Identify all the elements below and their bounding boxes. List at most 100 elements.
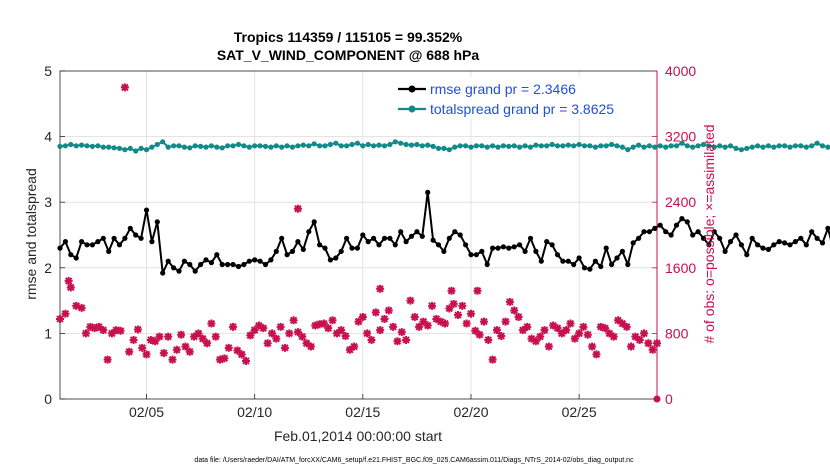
rmse-point-76	[468, 252, 474, 258]
rmse-point-98	[587, 266, 593, 272]
spread-point-6	[89, 143, 95, 149]
rmse-point-105	[625, 261, 631, 268]
rmse-point-123	[722, 248, 728, 254]
obs-marker-32	[198, 334, 207, 343]
rmse-point-21	[171, 265, 177, 271]
spread-point-53	[344, 143, 350, 149]
spread-point-96	[576, 141, 582, 148]
obs-marker-104	[510, 306, 519, 315]
obs-marker-20	[146, 335, 155, 344]
spread-point-61	[387, 141, 393, 148]
spread-point-126	[738, 147, 745, 153]
spread-point-40	[273, 143, 279, 149]
spread-point-100	[598, 143, 604, 149]
spread-point-92	[554, 143, 561, 149]
spread-point-93	[560, 143, 566, 149]
spread-point-38	[262, 143, 269, 149]
obs-marker-66	[345, 345, 354, 354]
spread-point-62	[392, 139, 398, 145]
spread-point-127	[744, 145, 750, 151]
spread-point-67	[419, 143, 425, 149]
rmse-point-79	[484, 261, 490, 268]
rmse-point-17	[149, 239, 155, 245]
rmse-point-12	[122, 235, 128, 241]
rmse-point-13	[127, 225, 133, 231]
spread-point-24	[187, 145, 193, 151]
spread-point-107	[636, 142, 642, 148]
rmse-point-127	[744, 252, 750, 258]
obs-marker-69	[358, 313, 367, 321]
legend-box	[393, 77, 655, 119]
spread-point-50	[327, 141, 333, 148]
obs-marker-36	[216, 355, 225, 364]
y-left-tick-label-5: 5	[44, 63, 52, 79]
obs-marker-134	[640, 329, 649, 338]
legend-spread-label: totalspread grand pr = 3.8625	[430, 101, 614, 117]
y-left-tick-label-1: 1	[44, 325, 52, 341]
rmse-point-19	[160, 270, 166, 276]
obs-marker-94	[466, 309, 475, 318]
spread-point-123	[722, 144, 728, 150]
obs-marker-85	[428, 301, 437, 310]
spread-point-125	[733, 145, 739, 151]
obs-marker-116	[562, 326, 571, 335]
rmse-point-134	[782, 240, 788, 246]
spread-point-74	[457, 143, 463, 149]
rmse-point-124	[727, 239, 734, 245]
rmse-point-15	[138, 235, 144, 241]
obs-marker-46	[259, 324, 268, 333]
rmse-point-90	[544, 239, 550, 245]
obs-marker-47	[263, 339, 272, 348]
rmse-point-92	[554, 252, 561, 258]
spread-point-138	[803, 144, 809, 150]
obs-marker-18	[138, 343, 147, 352]
spread-point-88	[533, 142, 539, 148]
spread-point-2	[68, 141, 74, 148]
spread-point-41	[279, 144, 285, 150]
rmse-point-35	[246, 258, 252, 264]
spread-point-104	[619, 144, 626, 150]
obs-marker-121	[583, 330, 592, 339]
obs-marker-133	[635, 335, 644, 344]
spread-point-70	[435, 145, 442, 151]
rmse-point-0	[57, 245, 63, 251]
chart-title-line2: SAT_V_WIND_COMPONENT @ 688 hPa	[217, 47, 480, 63]
obs-marker-124	[596, 322, 605, 331]
spread-point-85	[517, 144, 523, 150]
obs-marker-107	[523, 322, 532, 331]
spread-point-81	[495, 144, 501, 150]
rmse-point-129	[755, 242, 761, 248]
x-tick-label-3: 02/20	[453, 404, 488, 420]
obs-marker-78	[397, 328, 406, 337]
rmse-point-87	[527, 235, 534, 241]
rmse-point-75	[463, 242, 469, 248]
rmse-point-10	[111, 235, 117, 241]
rmse-point-42	[284, 252, 290, 258]
spread-point-105	[625, 147, 631, 153]
rmse-point-73	[452, 229, 458, 235]
obs-extra-marker-4	[473, 286, 482, 295]
obs-marker-55	[298, 332, 307, 341]
rmse-point-2	[68, 252, 74, 258]
obs-marker-1	[61, 309, 70, 318]
rmse-point-107	[636, 235, 642, 241]
rmse-point-103	[614, 255, 620, 261]
spread-point-117	[690, 144, 696, 150]
rmse-point-28	[208, 260, 214, 266]
spread-point-90	[544, 143, 550, 149]
spread-point-140	[814, 140, 820, 146]
obs-marker-39	[229, 322, 238, 331]
spread-point-42	[284, 143, 290, 149]
rmse-point-135	[787, 242, 793, 248]
obs-marker-70	[363, 329, 372, 338]
obs-marker-60	[319, 319, 328, 328]
obs-marker-108	[527, 334, 536, 343]
rmse-point-130	[760, 245, 766, 251]
obs-marker-81	[410, 313, 419, 321]
obs-marker-128	[614, 316, 623, 325]
spread-point-13	[127, 145, 133, 151]
spread-point-115	[679, 140, 685, 146]
spread-point-4	[79, 142, 85, 148]
obs-marker-92	[458, 301, 467, 310]
spread-point-68	[425, 142, 431, 148]
